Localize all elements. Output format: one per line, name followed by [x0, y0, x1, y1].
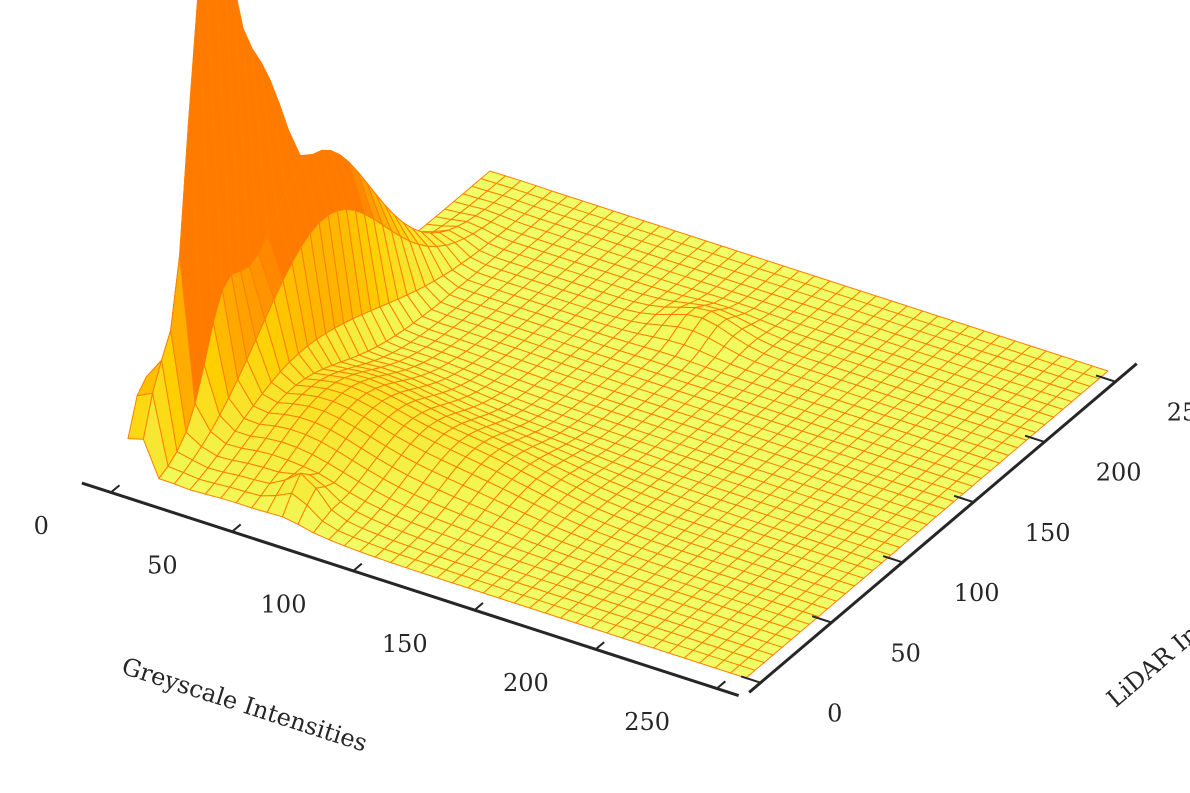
x-axis-label: Greyscale Intensities: [118, 652, 370, 757]
x-tick-label: 0: [34, 512, 49, 540]
y-tick-mark: [1095, 374, 1116, 383]
x-axis-line: [81, 481, 740, 698]
x-tick-label: 250: [624, 708, 670, 736]
x-tick-mark: [473, 602, 484, 611]
y-tick-mark: [882, 555, 903, 564]
y-tick-mark: [740, 675, 761, 684]
surface-cell: [730, 664, 756, 679]
x-tick-label: 50: [147, 551, 178, 579]
x-tick-mark: [231, 523, 242, 533]
y-tick-label: 200: [1096, 459, 1142, 487]
x-tick-label: 200: [503, 669, 549, 697]
x-tick-mark: [110, 484, 121, 494]
y-tick-mark: [1024, 434, 1045, 443]
x-tick-label: 100: [261, 591, 307, 619]
y-axis-ticks: 0 50 100 150 200 250: [740, 374, 1190, 728]
x-axis-ticks: 0 50 100 150 200 250: [34, 484, 727, 736]
y-axis-label: LiDAR Intensities: [1101, 553, 1190, 713]
y-tick-mark: [811, 615, 832, 624]
x-tick-mark: [595, 641, 605, 651]
y-tick-label: 150: [1025, 519, 1071, 547]
y-tick-label: 250: [1167, 399, 1190, 427]
y-tick-label: 100: [954, 579, 1000, 607]
y-tick-label: 0: [827, 700, 842, 728]
y-tick-mark: [953, 494, 974, 504]
x-tick-label: 150: [382, 630, 428, 658]
x-tick-mark: [352, 562, 363, 572]
x-tick-mark: [716, 680, 727, 690]
surface-mesh: [127, 0, 1109, 679]
y-tick-label: 50: [890, 639, 921, 667]
y-axis-line: [748, 362, 1138, 694]
